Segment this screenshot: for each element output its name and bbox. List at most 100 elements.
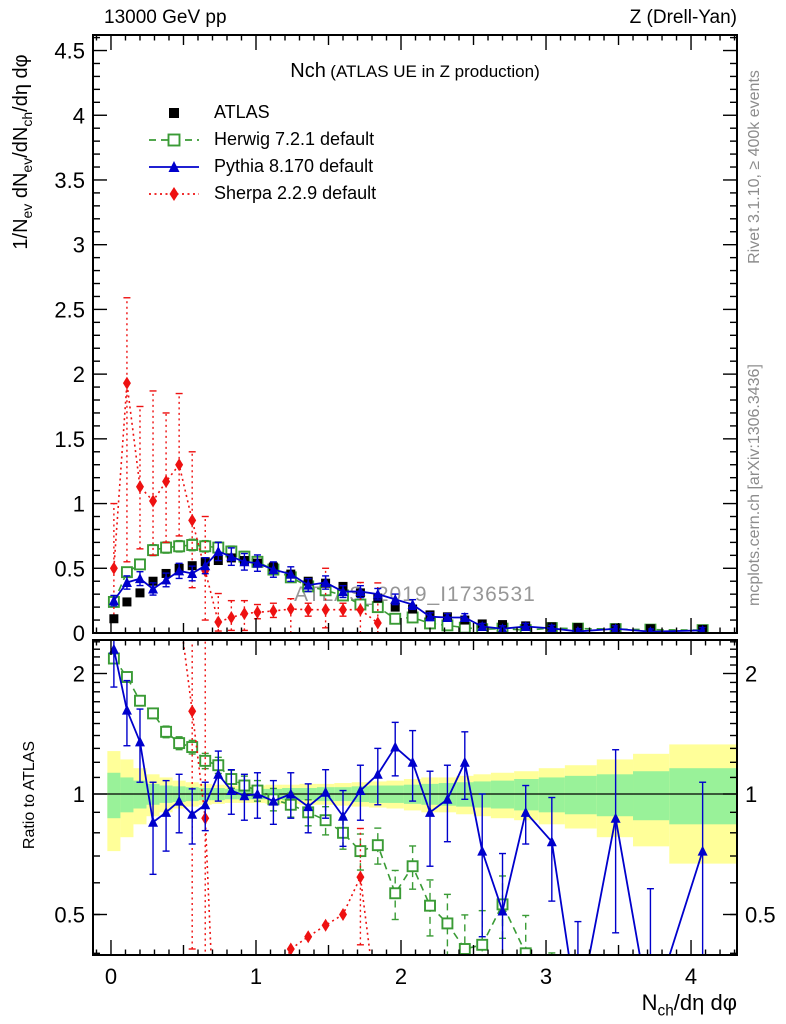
marker-square-open xyxy=(458,943,471,955)
plot-title: Nch (ATLAS UE in Z production) xyxy=(93,60,737,83)
marker-triangle xyxy=(407,756,418,767)
marker-triangle xyxy=(161,806,172,817)
marker-triangle xyxy=(303,579,314,590)
marker-diamond xyxy=(135,480,144,494)
marker-triangle xyxy=(285,568,296,579)
x-axis-label: Nch/dη dφ xyxy=(641,990,737,1020)
marker-square-open xyxy=(199,754,212,767)
marker-triangle xyxy=(697,845,708,856)
marker-square-open xyxy=(173,540,186,553)
marker-diamond xyxy=(227,610,236,624)
marker-triangle xyxy=(390,593,401,604)
marker-triangle xyxy=(148,816,159,827)
marker-square-open xyxy=(371,839,384,852)
top-series-sherpa xyxy=(109,297,382,633)
ratio-series-herwig xyxy=(107,652,556,955)
ratio-band-green xyxy=(107,772,121,819)
series-line xyxy=(113,658,528,955)
ratio-series-pythia xyxy=(108,640,708,955)
marker-diamond xyxy=(286,602,295,616)
marker-triangle xyxy=(459,756,470,767)
plot-title-sub: (ATLAS UE in Z production) xyxy=(330,62,540,81)
marker-triangle xyxy=(200,560,211,571)
marker-triangle xyxy=(425,806,436,817)
marker-triangle xyxy=(610,812,621,823)
legend-swatch-square xyxy=(169,107,179,118)
marker-triangle xyxy=(320,577,331,588)
marker-square-open xyxy=(160,725,173,738)
marker-triangle xyxy=(174,795,185,806)
legend: ATLAS Herwig 7.2.1 default Pythia 8.170 de… xyxy=(148,99,376,207)
marker-square-open xyxy=(389,887,402,900)
legend-label: Pythia 8.170 default xyxy=(214,156,374,176)
side-note-rivet: Rivet 3.1.10, ≥ 400k events xyxy=(746,70,763,264)
marker-square xyxy=(135,588,145,598)
marker-square-open xyxy=(160,541,173,554)
marker-triangle xyxy=(355,785,366,796)
marker-diamond xyxy=(321,603,330,617)
marker-square-open xyxy=(186,539,199,551)
x-tick-label: 2 xyxy=(395,964,407,989)
marker-triangle xyxy=(213,768,224,779)
top-y-tick-label: 4.5 xyxy=(54,39,85,64)
top-y-tick-label: 1 xyxy=(73,492,85,517)
legend-item-sherpa: Sherpa 2.2.9 default xyxy=(148,180,376,207)
marker-diamond xyxy=(162,475,171,489)
marker-diamond xyxy=(149,494,158,508)
marker-square-open xyxy=(147,707,159,720)
marker-triangle xyxy=(239,790,250,801)
legend-label: Herwig 7.2.1 default xyxy=(214,129,375,149)
marker-square xyxy=(148,576,158,586)
marker-triangle xyxy=(252,788,263,799)
marker-square-open xyxy=(173,737,186,750)
marker-square xyxy=(390,602,400,612)
marker-triangle xyxy=(355,586,366,597)
marker-square-open xyxy=(476,938,489,951)
legend-label: Sherpa 2.2.9 default xyxy=(214,183,377,203)
marker-square xyxy=(169,107,179,118)
marker-diamond xyxy=(374,1009,382,1022)
marker-triangle xyxy=(698,624,707,633)
marker-triangle xyxy=(121,577,132,588)
marker-triangle xyxy=(647,626,654,633)
marker-diamond xyxy=(122,376,131,390)
marker-diamond xyxy=(339,908,348,921)
legend-item-atlas: ATLAS xyxy=(148,99,376,126)
ratio-band-green xyxy=(633,771,670,821)
marker-triangle xyxy=(390,741,401,752)
ratio-y-tick-label-right: 2 xyxy=(745,662,757,687)
top-y-tick-label: 2 xyxy=(73,362,85,387)
legend-swatch-diamond xyxy=(149,186,199,201)
top-y-tick-label: 1.5 xyxy=(54,427,85,452)
marker-diamond xyxy=(175,602,183,615)
top-y-tick-label: 3 xyxy=(73,233,85,258)
legend-item-herwig: Herwig 7.2.1 default xyxy=(148,126,376,153)
marker-square-open xyxy=(519,947,532,955)
marker-triangle xyxy=(372,768,383,779)
marker-square-open xyxy=(406,860,419,873)
marker-triangle xyxy=(477,621,488,632)
marker-diamond xyxy=(162,597,170,610)
header-beam-energy: 13000 GeV pp xyxy=(104,7,227,28)
marker-diamond xyxy=(110,476,118,489)
ratio-band-green xyxy=(596,774,634,817)
legend-label: ATLAS xyxy=(214,102,270,122)
marker-diamond xyxy=(175,458,184,472)
marker-triangle xyxy=(546,836,557,847)
marker-diamond xyxy=(188,513,197,527)
marker-triangle xyxy=(477,845,488,856)
marker-diamond xyxy=(269,604,278,618)
marker-diamond xyxy=(356,603,365,617)
top-series-pythia xyxy=(108,541,707,633)
marker-triangle xyxy=(187,808,198,819)
ratio-band-green xyxy=(564,775,597,815)
marker-triangle xyxy=(320,786,331,797)
marker-triangle xyxy=(338,810,349,821)
marker-triangle xyxy=(520,621,531,632)
ratio-y-tick-label-left: 2 xyxy=(73,662,85,687)
marker-triangle xyxy=(252,557,263,568)
marker-triangle xyxy=(459,611,470,622)
plot-title-main: Nch xyxy=(290,60,326,82)
marker-triangle xyxy=(226,785,237,796)
marker-diamond xyxy=(269,980,277,993)
